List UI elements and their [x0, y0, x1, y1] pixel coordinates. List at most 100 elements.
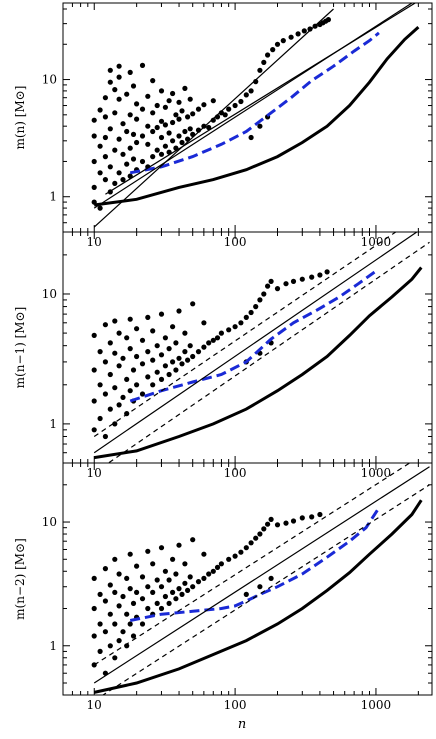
data-point: [210, 337, 216, 343]
data-point: [112, 655, 118, 661]
data-point: [324, 269, 330, 275]
data-point: [130, 600, 137, 607]
data-point: [124, 128, 130, 135]
data-point: [261, 526, 267, 532]
data-point: [210, 117, 216, 123]
data-point: [248, 134, 254, 141]
data-point: [107, 164, 113, 170]
data-point: [97, 107, 103, 113]
data-point: [226, 556, 232, 562]
data-point: [112, 147, 118, 153]
data-point: [195, 106, 202, 112]
data-point: [170, 556, 176, 562]
data-point: [130, 156, 137, 162]
data-point: [179, 361, 185, 367]
x-axis-label: n: [238, 717, 246, 732]
data-point: [268, 516, 274, 523]
data-point: [232, 324, 238, 330]
data-point: [116, 136, 122, 142]
x-tick-label: 1000: [361, 235, 392, 249]
data-point: [265, 283, 271, 289]
y-tick-label: 10: [42, 515, 57, 529]
data-point: [116, 402, 122, 408]
median-dashed-line: [129, 269, 377, 403]
data-point: [176, 308, 182, 314]
y-tick-label: 1: [49, 190, 57, 204]
data-point: [116, 74, 122, 80]
data-point: [274, 522, 281, 528]
data-point: [162, 568, 168, 574]
data-point: [265, 52, 271, 58]
data-point: [265, 521, 271, 527]
data-point: [162, 593, 168, 600]
data-point: [91, 133, 97, 139]
y-axis-label: m(n) [M⊙]: [13, 86, 27, 150]
data-point: [145, 584, 151, 590]
data-point: [107, 643, 113, 649]
data-point: [170, 119, 176, 126]
data-point: [257, 297, 263, 303]
data-point: [288, 34, 294, 40]
data-point: [243, 545, 249, 551]
data-point: [134, 139, 140, 146]
data-point: [257, 67, 263, 73]
data-point: [170, 359, 176, 365]
data-point: [130, 131, 137, 137]
data-point: [139, 574, 146, 580]
data-point: [127, 388, 133, 394]
data-point: [206, 340, 212, 346]
data-point: [248, 309, 254, 316]
y-axis-label: m(n−1) [M⊙]: [13, 307, 27, 389]
data-point: [139, 106, 146, 112]
data-point: [102, 95, 108, 101]
data-point: [107, 79, 113, 85]
data-point: [261, 291, 267, 297]
data-point: [116, 363, 122, 369]
data-point: [150, 589, 156, 596]
data-point: [185, 587, 191, 594]
data-point: [307, 26, 313, 32]
data-point: [97, 621, 103, 627]
data-point: [150, 110, 156, 116]
data-point: [102, 598, 108, 604]
data-point: [158, 352, 165, 358]
data-point: [190, 353, 196, 360]
panel-frame: [62, 462, 433, 696]
data-point: [120, 121, 126, 127]
data-point: [158, 118, 165, 124]
data-point: [127, 346, 133, 352]
panel-middle: 10 100 1000 1 10 m(n−1) [M⊙]: [13, 231, 433, 480]
data-point: [116, 330, 122, 336]
data-point: [97, 349, 103, 355]
data-point: [150, 382, 156, 388]
data-point: [97, 170, 103, 176]
data-point: [116, 96, 122, 102]
data-point: [127, 112, 133, 118]
data-point: [301, 28, 307, 34]
data-point: [145, 605, 151, 612]
data-point: [112, 110, 118, 116]
data-point: [112, 180, 118, 186]
data-point: [139, 62, 146, 68]
data-point: [248, 88, 254, 94]
data-point: [124, 575, 130, 582]
data-point: [166, 98, 172, 104]
data-point: [185, 114, 191, 120]
data-point: [154, 124, 160, 131]
data-point: [107, 340, 113, 346]
data-point: [261, 59, 267, 65]
data-point: [145, 548, 151, 554]
data-point: [195, 349, 202, 355]
data-point: [162, 104, 168, 110]
data-point: [102, 114, 108, 120]
data-point: [97, 143, 103, 149]
y-tick-label: 10: [42, 287, 57, 301]
data-point: [154, 102, 160, 109]
data-point: [107, 406, 113, 412]
data-point: [166, 371, 172, 378]
data-point: [173, 367, 179, 373]
lower-envelope-line: [94, 25, 420, 207]
data-point: [214, 564, 221, 571]
panel-bottom: 10 100 1000 1 10 m(n−2) [M⊙]: [13, 462, 433, 712]
data-point: [97, 415, 103, 422]
